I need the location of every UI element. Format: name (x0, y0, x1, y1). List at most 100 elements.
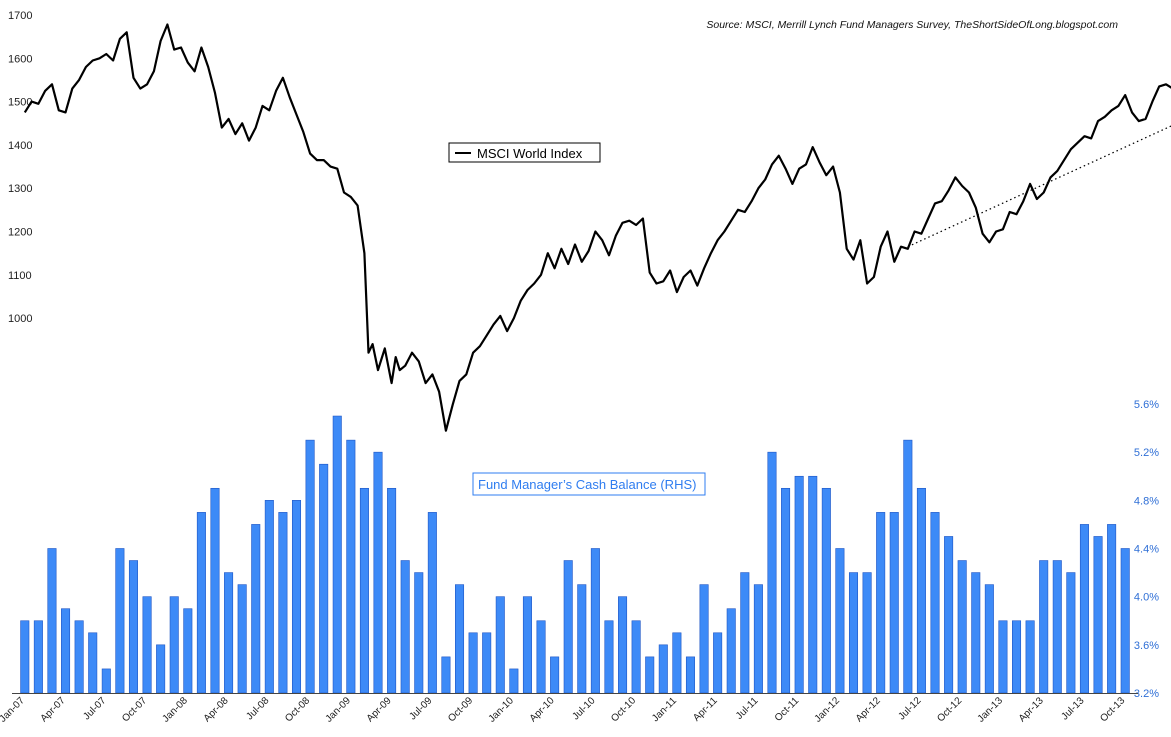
cash-balance-bar (427, 512, 437, 694)
cash-balance-bar (835, 548, 845, 694)
cash-balance-bar (645, 656, 655, 694)
trendline-dotted (907, 125, 1171, 248)
cash-balance-bar (672, 632, 682, 694)
x-axis: Jan-07 Apr-07 Jul-07 Oct-07 Jan-08 Apr-08 Jul-… (0, 693, 1138, 725)
cash-balance-bar (115, 548, 125, 694)
cash-balance-bar (631, 620, 641, 694)
cash-balance-bar (876, 512, 886, 694)
x-tick-label: Oct-07 (120, 695, 149, 724)
cash-balance-bar (658, 644, 668, 694)
x-tick-label: Jan-07 (0, 695, 27, 725)
right-tick-label: 5.2% (1134, 447, 1159, 459)
cash-balance-bar (495, 596, 505, 694)
cash-balance-bar (604, 620, 614, 694)
legend-cash-balance: Fund Manager’s Cash Balance (RHS) (472, 472, 706, 496)
cash-balance-bar (346, 439, 356, 694)
x-tick-label: Jan-12 (813, 695, 843, 725)
cash-balance-bar (373, 451, 383, 694)
x-tick-label: Jul-12 (896, 695, 923, 722)
left-tick-label: 1600 (8, 53, 32, 65)
cash-balance-bar (781, 487, 791, 694)
cash-balance-bar (713, 632, 723, 694)
cash-balance-bar (767, 451, 777, 694)
cash-balance-bar (753, 584, 763, 694)
cash-balance-bar (808, 475, 818, 694)
cash-balance-bar (944, 536, 954, 694)
cash-balance-bar (183, 608, 193, 694)
cash-balance-bar (264, 500, 274, 694)
cash-balance-bar (1039, 560, 1049, 694)
x-tick-label: Oct-10 (609, 695, 638, 724)
left-tick-label: 1500 (8, 97, 32, 109)
cash-balance-bar (726, 608, 736, 694)
cash-balance-bar (101, 668, 111, 694)
right-tick-label: 5.6% (1134, 399, 1159, 411)
cash-balance-bar (156, 644, 166, 694)
right-y-axis: 3.2% 3.6% 4.0% 4.4% 4.8% 5.2% 5.6% (1134, 399, 1159, 700)
right-tick-label: 4.8% (1134, 495, 1159, 507)
x-tick-label: Jul-07 (81, 695, 108, 722)
left-y-axis: 1000 1100 1200 1300 1400 1500 1600 1700 (8, 10, 32, 325)
x-tick-label: Jan-10 (487, 695, 517, 725)
x-tick-label: Oct-13 (1098, 695, 1127, 724)
cash-balance-bar (455, 584, 465, 694)
x-tick-label: Apr-07 (39, 695, 68, 724)
legend-msci-label: MSCI World Index (477, 146, 583, 161)
x-tick-label: Jan-11 (650, 695, 679, 724)
cash-balance-bar (509, 668, 519, 694)
x-tick-label: Apr-13 (1017, 695, 1046, 724)
cash-balance-bar (1079, 524, 1089, 694)
cash-balance-bar (1025, 620, 1035, 694)
right-tick-label: 3.6% (1134, 640, 1159, 652)
cash-balance-bars (20, 415, 1130, 694)
cash-balance-bar (550, 656, 560, 694)
cash-balance-bar (1107, 524, 1117, 694)
legend-cash-balance-label: Fund Manager’s Cash Balance (RHS) (478, 477, 696, 492)
cash-balance-bar (468, 632, 478, 694)
cash-balance-bar (577, 584, 587, 694)
cash-balance-bar (210, 487, 220, 694)
left-tick-label: 1300 (8, 183, 32, 195)
cash-balance-bar (387, 487, 397, 694)
right-tick-label: 4.0% (1134, 592, 1159, 604)
cash-balance-bar (224, 572, 234, 694)
x-tick-label: Jul-08 (244, 695, 271, 722)
x-tick-label: Apr-12 (854, 695, 883, 724)
x-tick-label: Oct-11 (773, 695, 802, 724)
cash-balance-bar (536, 620, 546, 694)
cash-balance-bar (794, 475, 804, 694)
x-tick-label: Apr-11 (691, 695, 720, 724)
cash-balance-bar (1066, 572, 1076, 694)
x-tick-label: Oct-09 (446, 695, 475, 724)
cash-balance-bar (61, 608, 71, 694)
cash-balance-bar (400, 560, 410, 694)
cash-balance-bar (1052, 560, 1062, 694)
cash-balance-bar (278, 512, 288, 694)
msci-line-layer (23, 23, 1171, 432)
x-tick-label: Apr-10 (528, 695, 557, 724)
cash-balance-bar (359, 487, 369, 694)
x-tick-label: Apr-08 (202, 695, 231, 724)
cash-balance-bar (862, 572, 872, 694)
x-tick-label: Jan-08 (161, 695, 191, 725)
cash-balance-bar (169, 596, 179, 694)
cash-balance-bar (291, 500, 302, 694)
cash-balance-bar (821, 487, 831, 694)
cash-balance-bar (142, 596, 152, 694)
left-tick-label: 1700 (8, 10, 32, 22)
left-tick-label: 1200 (8, 227, 32, 239)
cash-balance-bar (251, 524, 261, 694)
x-tick-label: Jul-11 (734, 695, 761, 722)
x-tick-label: Apr-09 (365, 695, 394, 724)
cash-balance-bar (522, 596, 532, 694)
cash-balance-bar (1093, 536, 1103, 694)
cash-balance-bar (685, 656, 695, 694)
cash-balance-bar (128, 560, 138, 694)
source-note: Source: MSCI, Merrill Lynch Fund Manager… (706, 19, 1118, 31)
cash-balance-bar (916, 487, 926, 694)
right-tick-label: 4.4% (1134, 544, 1159, 556)
x-tick-label: Jul-13 (1060, 695, 1087, 722)
cash-balance-bar (237, 584, 247, 694)
cash-balance-bar (618, 596, 628, 694)
cash-balance-bar (33, 620, 43, 694)
